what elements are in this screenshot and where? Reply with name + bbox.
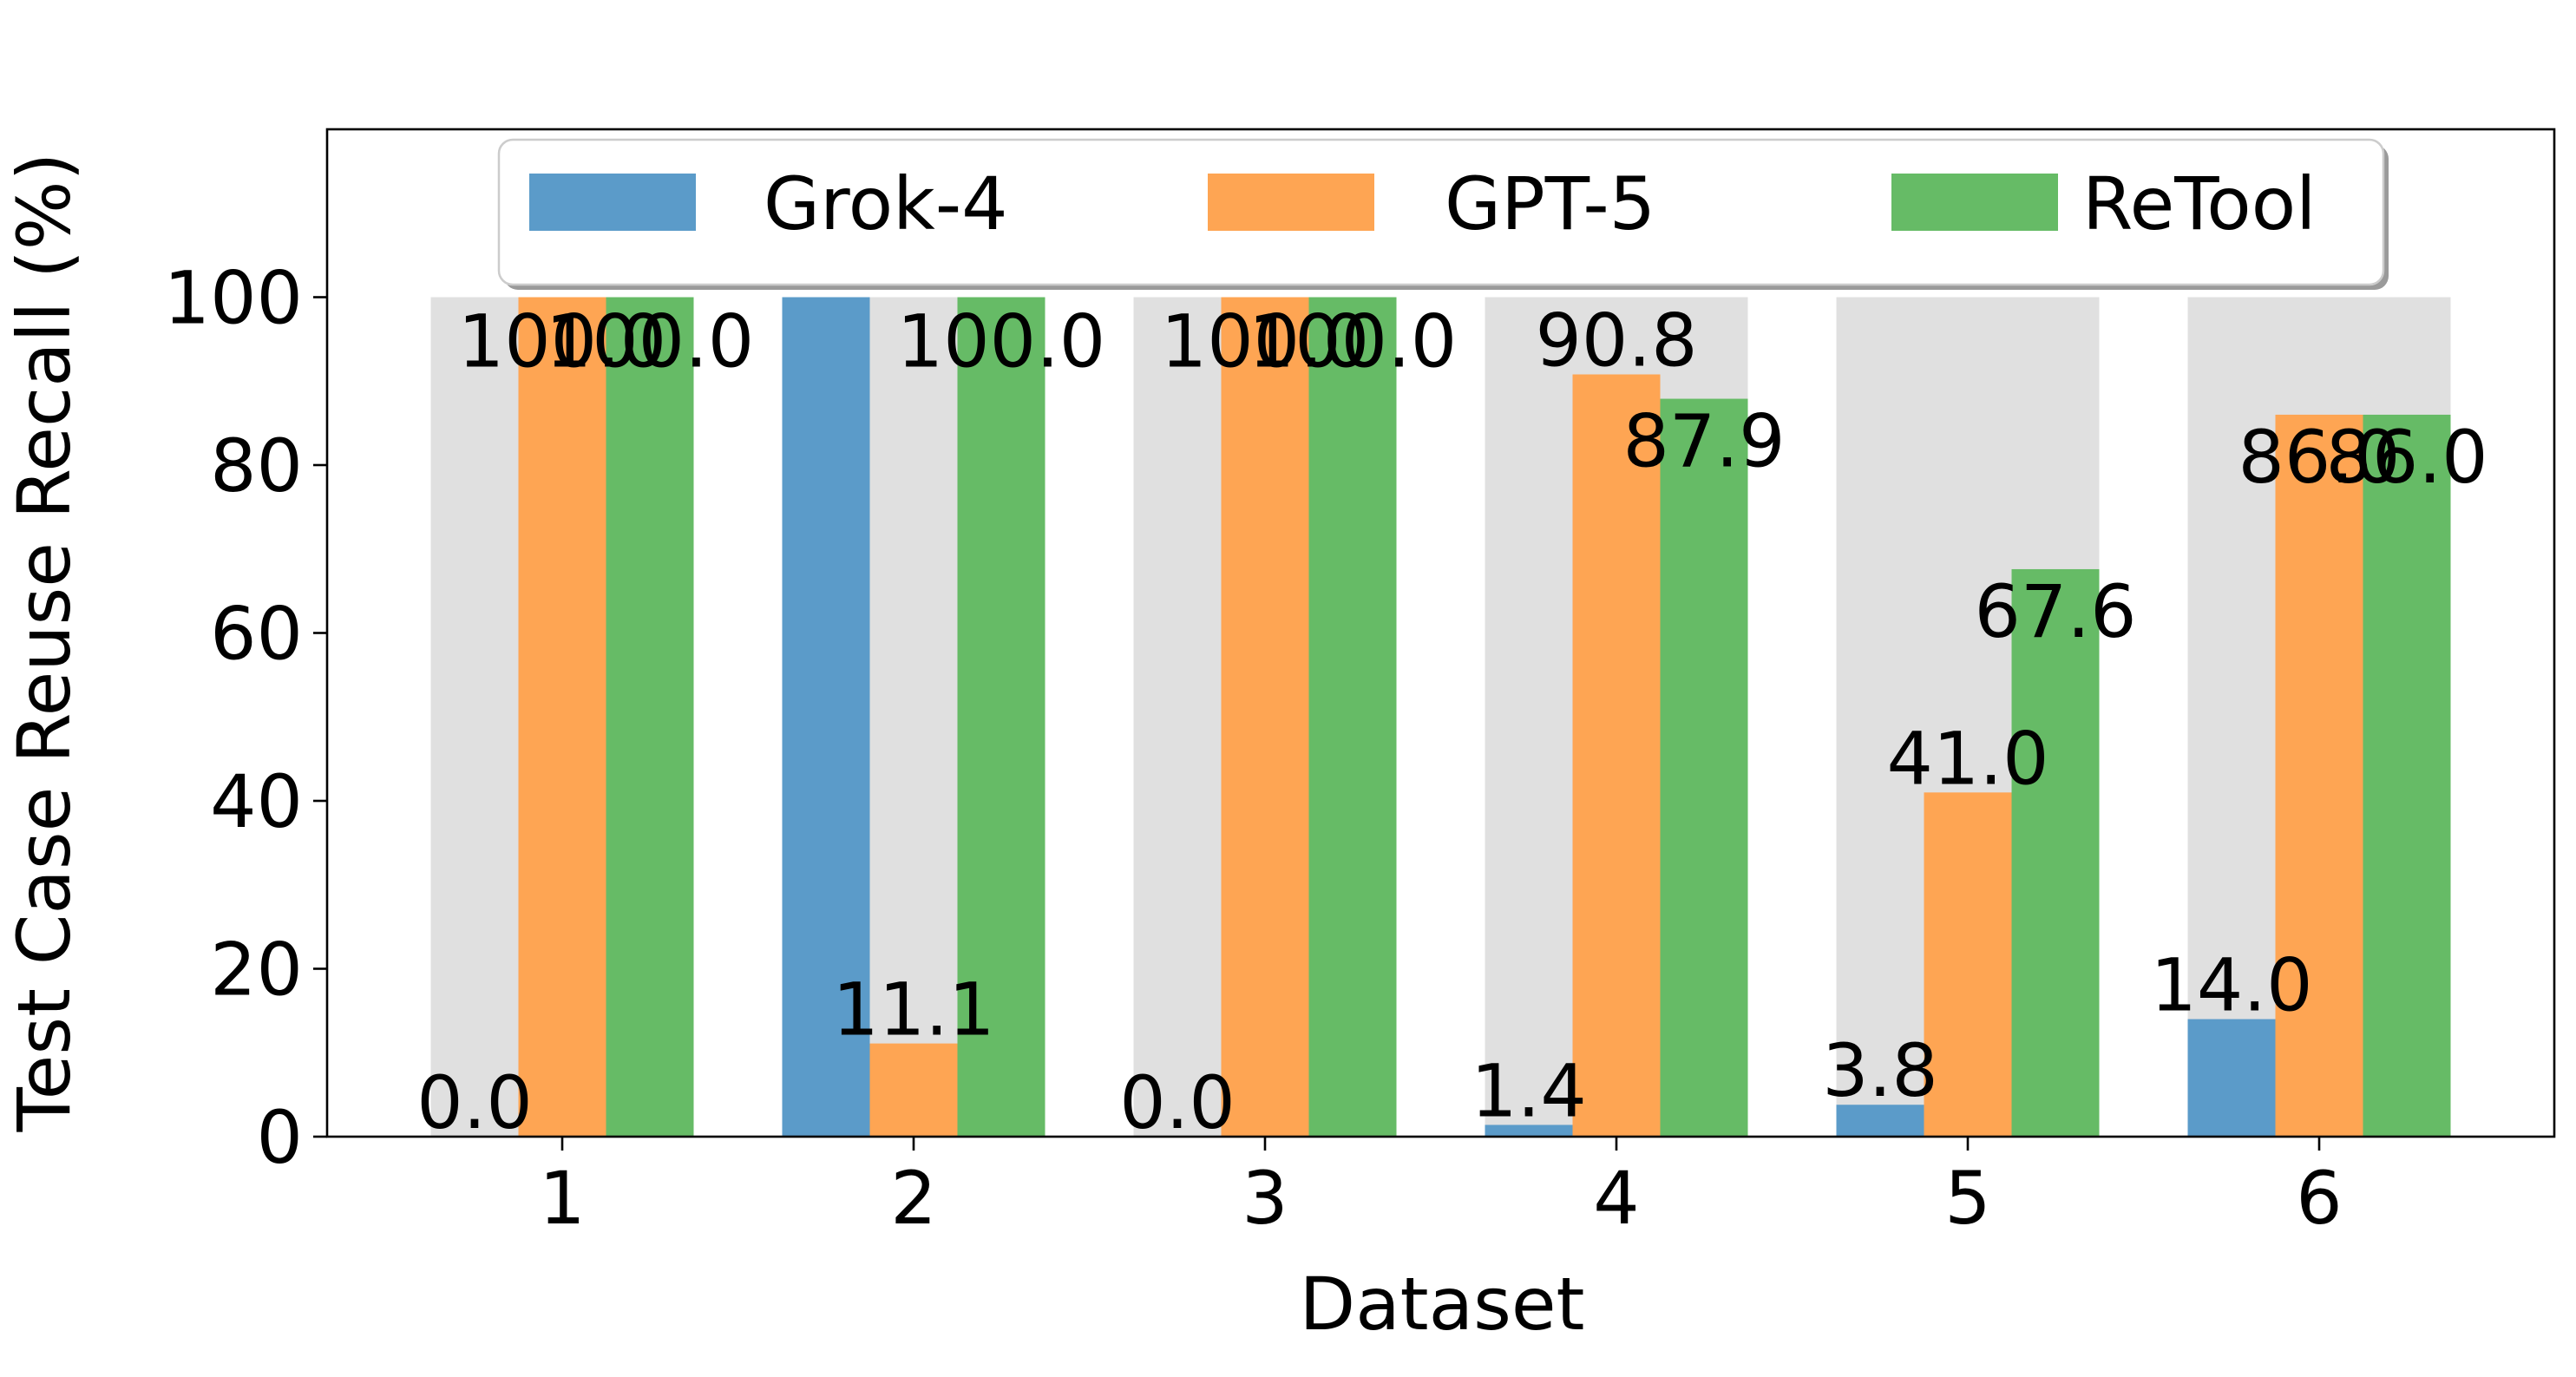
y-tick-label: 0: [257, 1095, 303, 1180]
bar-gpt-5-2: [869, 1043, 958, 1137]
bars: [518, 297, 2451, 1137]
bar-retool-6: [2363, 414, 2451, 1137]
bar-grok-4-5: [1836, 1105, 1924, 1137]
y-tick-label: 40: [210, 759, 303, 844]
bar-retool-4: [1660, 398, 1748, 1137]
y-axis-label: Test Case Reuse Recall (%): [2, 153, 87, 1133]
bar-retool-5: [2011, 568, 2100, 1137]
legend-label-grok-4: Grok-4: [764, 161, 1008, 246]
y-tick-label: 60: [210, 592, 303, 677]
bar-retool-2: [957, 297, 1045, 1137]
bar-retool-1: [606, 297, 694, 1137]
y-axis: 0 20 40 60 80 100: [164, 256, 327, 1180]
bar-grok-4-2: [782, 297, 870, 1137]
x-tick-label: 2: [890, 1156, 936, 1241]
value-label-grok-4-6: 14.0: [2150, 943, 2312, 1028]
value-label-retool-5: 67.6: [1974, 569, 2136, 654]
value-label-gpt-5-5: 41.0: [1886, 716, 2048, 801]
value-label-retool-3: 100.0: [1249, 299, 1457, 384]
legend-swatch-retool: [1891, 174, 2058, 231]
x-axis-label: Dataset: [1300, 1262, 1585, 1347]
x-axis: 1 2 3 4 5 6: [539, 1137, 2343, 1241]
value-labels: 0.0100.0100.011.1100.00.0100.0100.01.490…: [416, 298, 2488, 1145]
x-tick-label: 5: [1944, 1156, 1990, 1241]
legend-swatch-gpt-5: [1208, 174, 1374, 231]
legend: Grok-4 GPT-5 ReTool: [497, 138, 2389, 290]
value-label-grok-4-4: 1.4: [1471, 1048, 1587, 1133]
y-tick-label: 100: [164, 256, 303, 341]
bar-grok-4-4: [1485, 1125, 1573, 1137]
x-tick-label: 4: [1593, 1156, 1639, 1241]
value-label-gpt-5-6: 86.0: [2238, 415, 2400, 500]
bar-gpt-5-4: [1572, 374, 1661, 1137]
x-tick-label: 1: [539, 1156, 585, 1241]
value-label-retool-2: 100.0: [897, 299, 1105, 384]
bar-gpt-5-3: [1221, 297, 1309, 1137]
x-tick-label: 6: [2296, 1156, 2342, 1241]
value-label-gpt-5-2: 11.1: [832, 967, 994, 1052]
value-label-grok-4-1: 0.0: [416, 1060, 533, 1145]
bar-gpt-5-5: [1924, 792, 2012, 1137]
bar-gpt-5-1: [518, 297, 606, 1137]
x-tick-label: 3: [1242, 1156, 1288, 1241]
y-tick-label: 80: [210, 423, 303, 508]
legend-label-gpt-5: GPT-5: [1445, 161, 1655, 246]
value-label-retool-4: 87.9: [1622, 399, 1785, 484]
value-label-gpt-5-3: 100.0: [1161, 299, 1369, 384]
y-tick-label: 20: [210, 928, 303, 1013]
legend-swatch-grok-4: [529, 174, 696, 231]
value-label-gpt-5-1: 100.0: [458, 299, 666, 384]
bar-grok-4-6: [2187, 1019, 2276, 1137]
bar-gpt-5-6: [2275, 414, 2363, 1137]
value-label-grok-4-5: 3.8: [1822, 1028, 1938, 1113]
value-label-retool-6: 86.0: [2325, 415, 2488, 500]
value-label-retool-1: 100.0: [546, 299, 754, 384]
legend-label-retool: ReTool: [2082, 161, 2316, 246]
value-label-grok-4-3: 0.0: [1119, 1060, 1236, 1145]
bar-retool-3: [1308, 297, 1397, 1137]
value-label-gpt-5-4: 90.8: [1535, 298, 1697, 384]
background-bands: [430, 297, 2451, 1137]
